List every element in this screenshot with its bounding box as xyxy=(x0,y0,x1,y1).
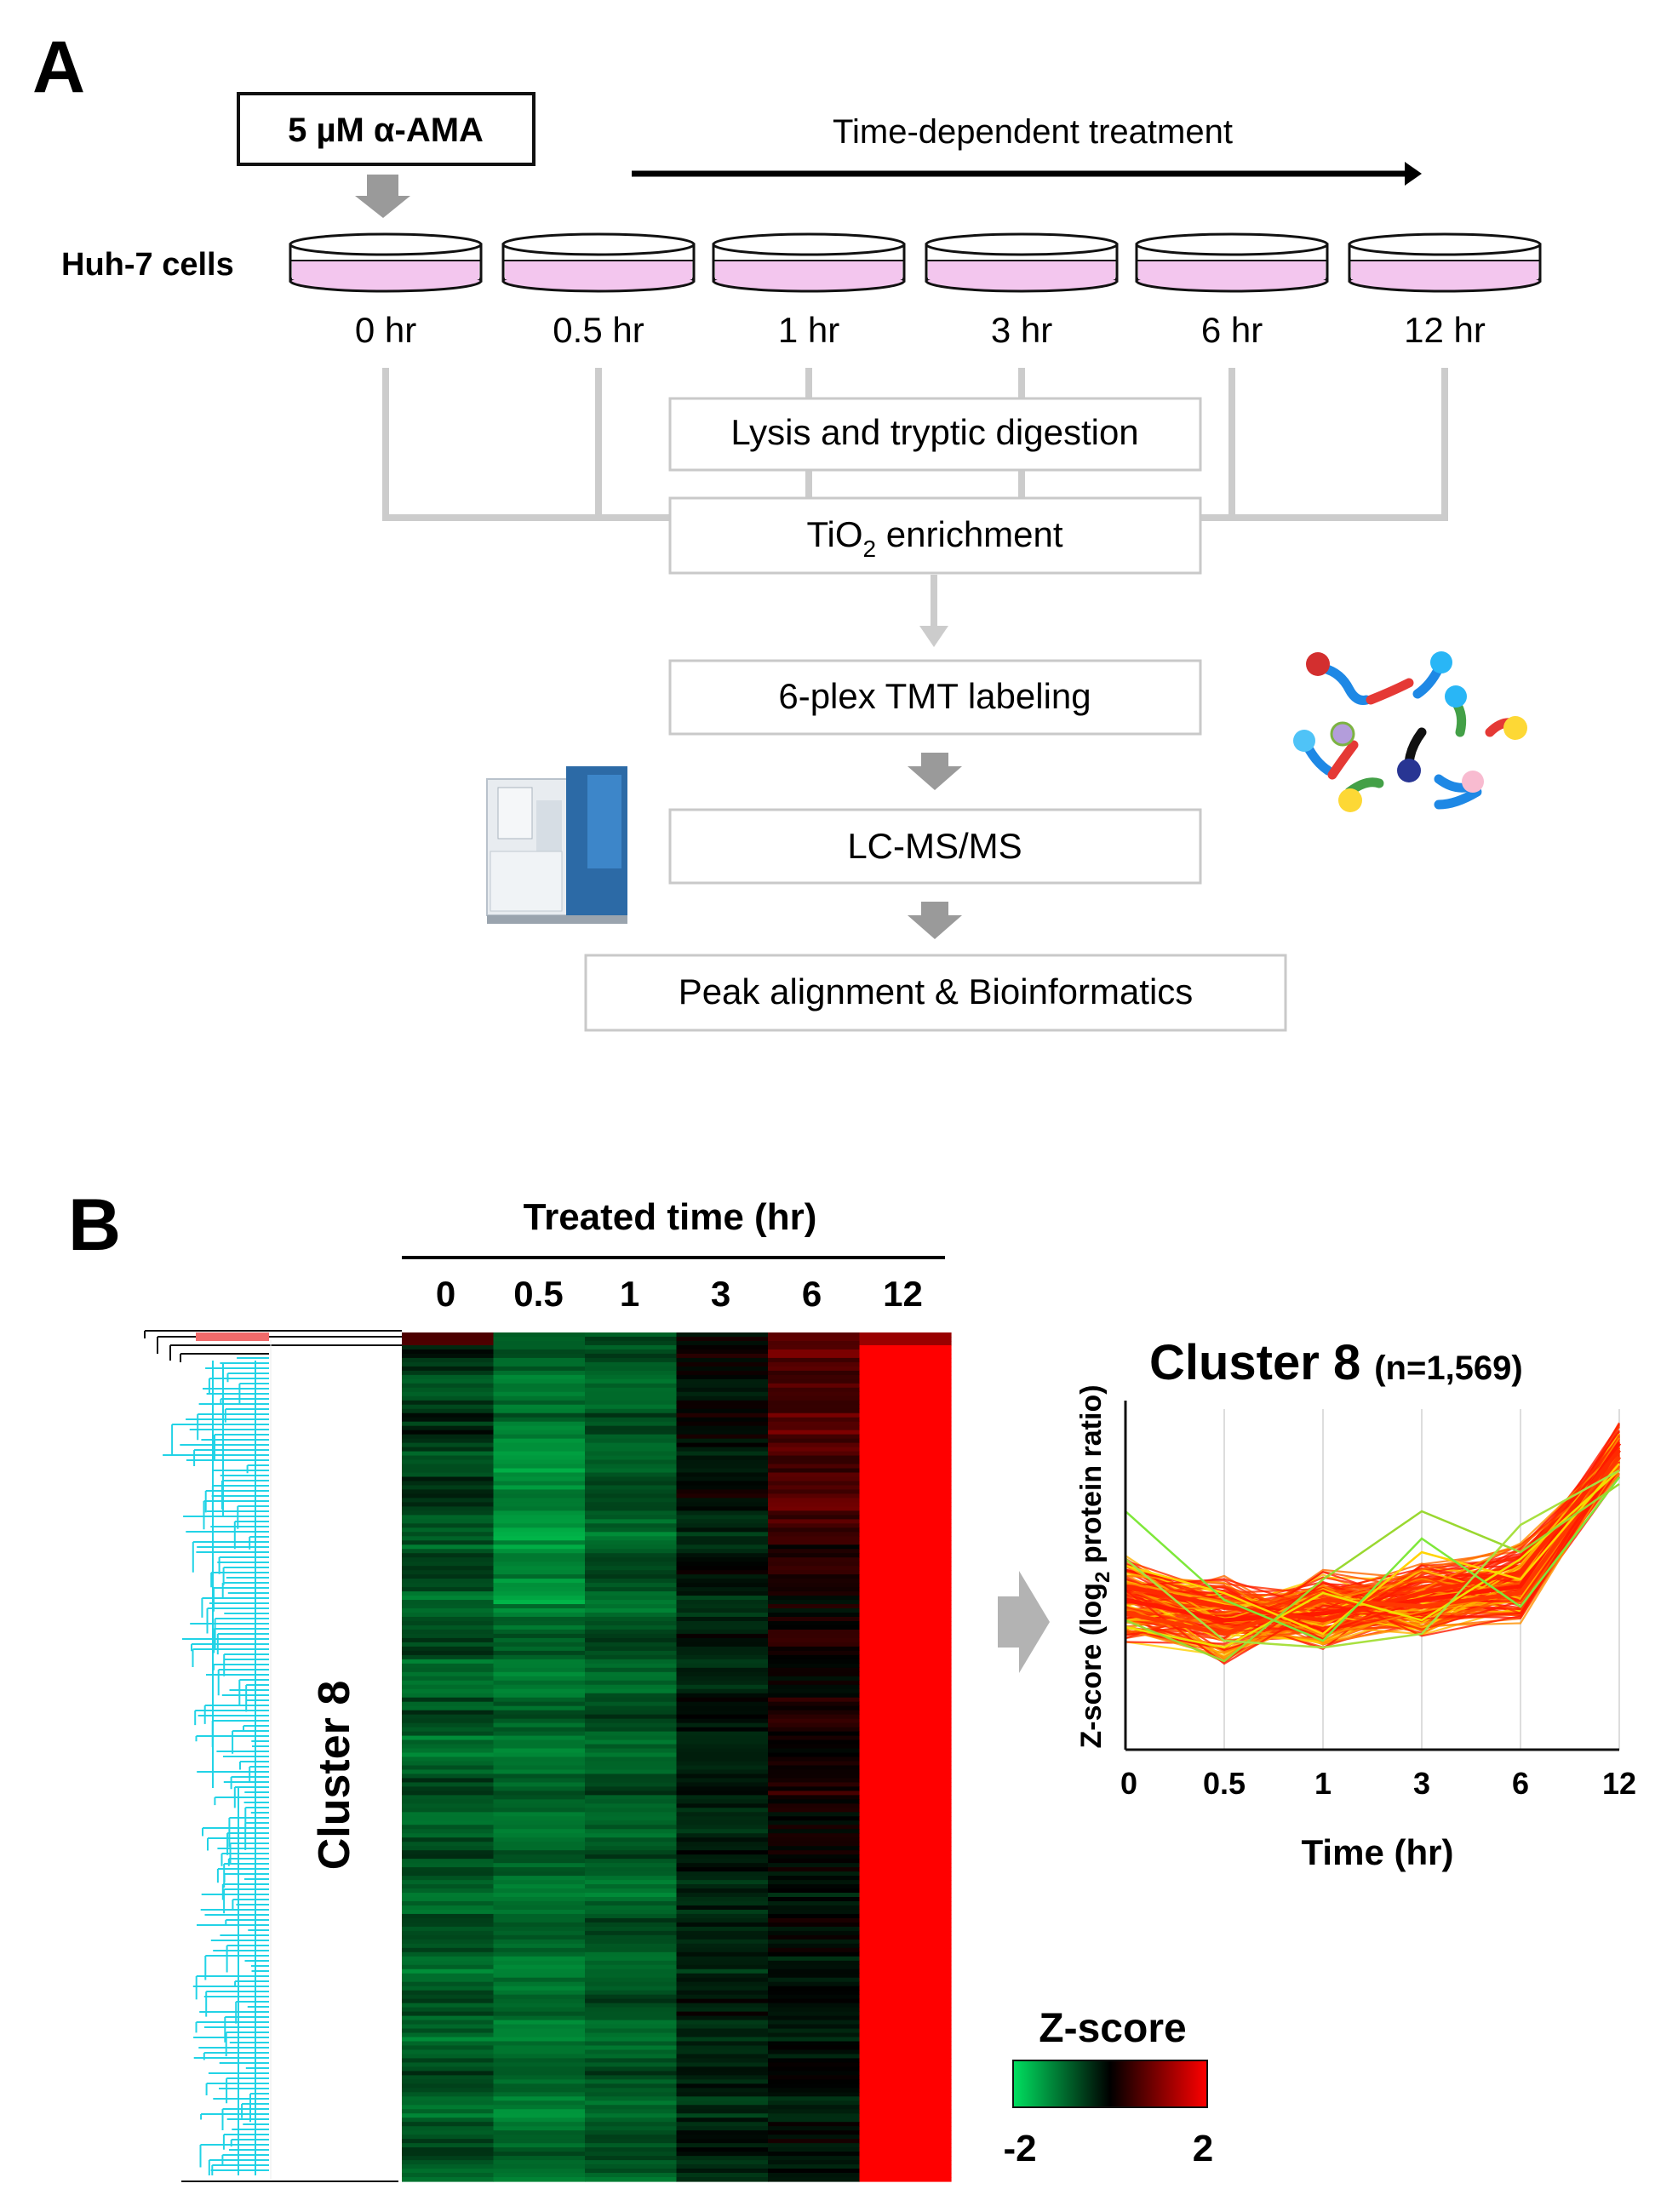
heatmap-column-labels: 0 0.5 1 3 6 12 xyxy=(436,1274,923,1314)
flow-arrow-1-head xyxy=(919,626,948,647)
chart-series-outlier-1 xyxy=(1125,1476,1620,1642)
chart-series-variant-2 xyxy=(1125,1470,1620,1649)
merge-lines xyxy=(382,368,1448,521)
mass-spectrometer-illustration xyxy=(486,766,627,924)
chart-series-outlier-2 xyxy=(1125,1482,1620,1663)
dendrogram xyxy=(144,1330,402,2182)
chart-series-outlier-3 xyxy=(1125,1469,1620,1649)
heatmap-column-label-1: 0.5 xyxy=(513,1274,563,1314)
chart-x-tick-4: 6 xyxy=(1512,1766,1529,1801)
flow-arrow-3 xyxy=(908,902,962,939)
chart-ylabel: Z-score (log2 protein ratio) xyxy=(1075,1384,1114,1748)
heatmap-column-label-5: 12 xyxy=(883,1274,923,1314)
heatmap xyxy=(402,1332,952,2182)
chart-x-tick-1: 0.5 xyxy=(1203,1766,1246,1801)
step-tio2-box xyxy=(668,496,1202,575)
heatmap-to-chart-arrow xyxy=(998,1571,1050,1673)
step-lysis-box xyxy=(668,397,1202,472)
dish-4 xyxy=(1135,232,1329,293)
step-lcms-label: LC-MS/MS xyxy=(847,826,1022,866)
step-lcms-box xyxy=(668,808,1202,885)
step-peak-label: Peak alignment & Bioinformatics xyxy=(679,971,1194,1011)
flow-arrow-2 xyxy=(908,753,962,790)
colorbar-max-label: 2 xyxy=(1193,2128,1213,2169)
step-tio2-label: TiO2 enrichment xyxy=(806,514,1062,562)
chart-x-tick-5: 12 xyxy=(1602,1766,1636,1801)
heatmap-column-label-3: 3 xyxy=(711,1274,730,1314)
timepoint-label-5: 12 hr xyxy=(1404,310,1486,350)
timepoint-label-3: 3 hr xyxy=(991,310,1052,350)
culture-dishes xyxy=(289,232,1542,293)
colorbar-min-label: -2 xyxy=(1003,2128,1036,2169)
panel-b-letter: B xyxy=(68,1184,121,1266)
chart-series-typical-3 xyxy=(1125,1455,1622,1636)
panel-a-letter: A xyxy=(32,26,85,108)
step-tmt-label: 6-plex TMT labeling xyxy=(778,676,1091,716)
treatment-box xyxy=(237,92,535,166)
heatmap-column-label-0: 0 xyxy=(436,1274,455,1314)
heatmap-column-label-4: 6 xyxy=(802,1274,822,1314)
dish-1 xyxy=(501,232,696,293)
chart-x-tick-0: 0 xyxy=(1120,1766,1137,1801)
chart-x-tick-2: 1 xyxy=(1314,1766,1332,1801)
treatment-arrow xyxy=(355,175,410,218)
chart-title: Cluster 8 (n=1,569) xyxy=(1149,1335,1523,1390)
timepoint-labels: 0 hr 0.5 hr 1 hr 3 hr 6 hr 12 hr xyxy=(355,310,1486,350)
chart-x-tick-3: 3 xyxy=(1413,1766,1430,1801)
colorbar-title: Z-score xyxy=(1039,2006,1186,2051)
time-arrow-label: Time-dependent treatment xyxy=(833,113,1233,151)
dish-5 xyxy=(1348,232,1542,293)
timepoint-label-0: 0 hr xyxy=(355,310,416,350)
colorbar xyxy=(1012,2060,1208,2108)
step-lysis-label: Lysis and tryptic digestion xyxy=(730,412,1138,452)
cells-label: Huh-7 cells xyxy=(61,247,234,283)
chart-xlabel: Time (hr) xyxy=(1302,1832,1454,1872)
timepoint-label-2: 1 hr xyxy=(778,310,839,350)
time-arrow-head xyxy=(1405,162,1422,186)
dish-3 xyxy=(925,232,1119,293)
chart-series-variant-1 xyxy=(1125,1463,1620,1636)
heatmap-column-label-2: 1 xyxy=(620,1274,639,1314)
cluster-label: Cluster 8 xyxy=(310,1681,359,1871)
dish-2 xyxy=(712,232,906,293)
step-tmt-box xyxy=(668,659,1202,736)
heatmap-title: Treated time (hr) xyxy=(524,1196,817,1238)
peptide-beads xyxy=(1293,651,1527,812)
timepoint-label-1: 0.5 hr xyxy=(553,310,644,350)
timepoint-label-4: 6 hr xyxy=(1201,310,1263,350)
step-peak-box xyxy=(584,954,1287,1032)
treatment-label: 5 µM α-AMA xyxy=(288,112,484,149)
cluster-profile-chart: Cluster 8 (n=1,569) Z-score (log2 protein… xyxy=(1075,1335,1636,1872)
dish-0 xyxy=(289,232,483,293)
